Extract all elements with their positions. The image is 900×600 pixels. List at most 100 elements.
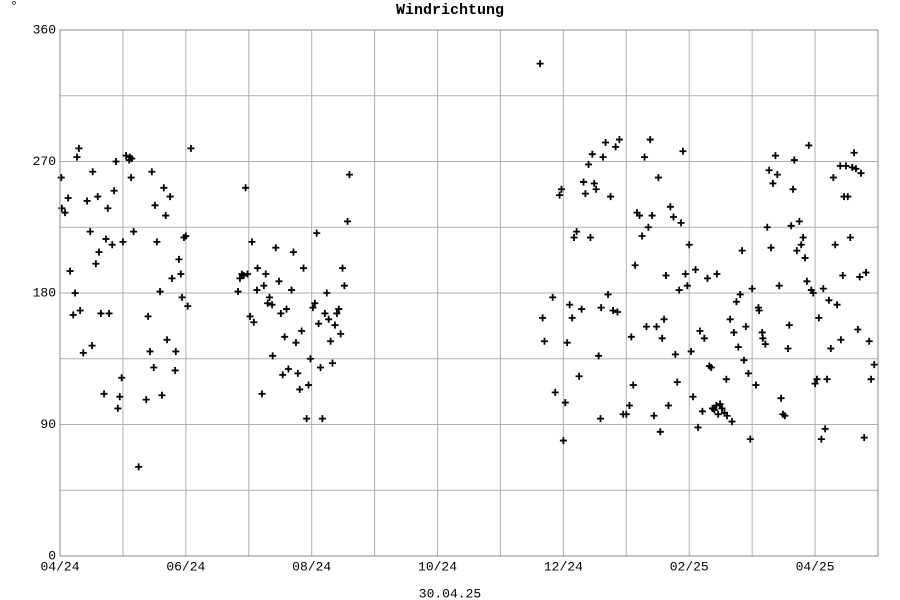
data-point — [153, 238, 161, 246]
data-point — [146, 347, 154, 355]
data-point — [698, 407, 706, 415]
data-point — [284, 365, 292, 373]
data-point — [821, 425, 829, 433]
data-point — [848, 163, 856, 171]
data-point — [288, 286, 296, 294]
data-point — [738, 247, 746, 255]
data-point — [660, 315, 668, 323]
data-point — [823, 375, 831, 383]
data-point — [856, 273, 864, 281]
data-point — [279, 371, 287, 379]
data-point — [246, 312, 254, 320]
data-point — [116, 393, 124, 401]
data-point — [654, 174, 662, 182]
data-point — [615, 136, 623, 144]
data-point — [294, 369, 302, 377]
data-point — [177, 270, 185, 278]
data-point — [89, 168, 97, 176]
data-point — [327, 337, 335, 345]
data-point — [790, 156, 798, 164]
data-point — [769, 179, 777, 187]
data-point — [178, 293, 186, 301]
data-point — [767, 244, 775, 252]
data-point — [670, 213, 677, 221]
data-point — [158, 391, 166, 399]
data-point — [272, 244, 280, 252]
data-point — [797, 241, 805, 249]
data-point — [340, 282, 348, 290]
data-point — [787, 222, 795, 230]
data-point — [752, 381, 760, 389]
data-point — [785, 321, 793, 329]
x-tick-label: 10/24 — [418, 559, 457, 574]
data-point — [746, 435, 754, 443]
data-point — [622, 410, 630, 418]
data-point — [650, 412, 658, 420]
data-point — [805, 141, 813, 149]
data-point — [694, 423, 702, 431]
data-point — [269, 352, 277, 360]
data-point — [266, 293, 274, 301]
data-point — [592, 185, 600, 193]
data-point — [685, 241, 693, 249]
data-point — [268, 301, 276, 309]
data-point — [172, 347, 180, 355]
data-point — [597, 415, 605, 423]
data-point — [799, 233, 807, 241]
data-point — [852, 165, 860, 173]
data-point — [716, 400, 724, 408]
data-point — [135, 463, 143, 471]
data-point — [742, 323, 750, 331]
grid — [59, 29, 878, 557]
data-point — [187, 144, 195, 152]
data-point — [119, 238, 127, 246]
data-point — [292, 339, 300, 347]
data-point — [638, 232, 646, 240]
data-point — [337, 330, 345, 338]
data-point — [300, 264, 308, 272]
data-point — [240, 271, 248, 279]
data-point — [612, 143, 620, 151]
data-point — [870, 361, 878, 369]
data-point — [88, 342, 96, 350]
data-point — [689, 393, 697, 401]
data-point — [296, 385, 304, 393]
data-point — [662, 271, 670, 279]
data-point — [625, 402, 633, 410]
data-point — [318, 415, 326, 423]
data-point — [148, 168, 156, 176]
data-point — [142, 396, 150, 404]
data-point — [168, 274, 176, 282]
data-point — [328, 359, 336, 367]
data-point — [671, 350, 679, 358]
data-point — [335, 305, 343, 313]
data-point — [315, 320, 323, 328]
data-point — [687, 347, 695, 355]
data-point — [568, 314, 576, 322]
data-point — [730, 328, 738, 336]
data-point — [656, 428, 664, 436]
data-point — [539, 314, 547, 322]
data-point — [602, 139, 610, 147]
data-point — [551, 388, 559, 396]
data-point — [865, 337, 873, 345]
data-point — [585, 160, 593, 168]
data-point — [712, 402, 720, 410]
data-point — [734, 343, 742, 351]
data-point — [61, 209, 69, 217]
data-point — [675, 286, 683, 294]
y-tick-label: 90 — [40, 417, 56, 432]
x-tick-label: 08/24 — [292, 559, 331, 574]
data-point — [837, 336, 845, 344]
data-point — [557, 185, 565, 193]
data-point — [110, 187, 118, 195]
data-point — [692, 266, 700, 274]
data-point — [262, 270, 270, 278]
data-point — [819, 285, 827, 293]
data-point — [811, 380, 819, 388]
data-point — [763, 223, 771, 231]
data-point — [586, 233, 594, 241]
data-point — [781, 412, 789, 420]
data-point — [604, 290, 612, 298]
